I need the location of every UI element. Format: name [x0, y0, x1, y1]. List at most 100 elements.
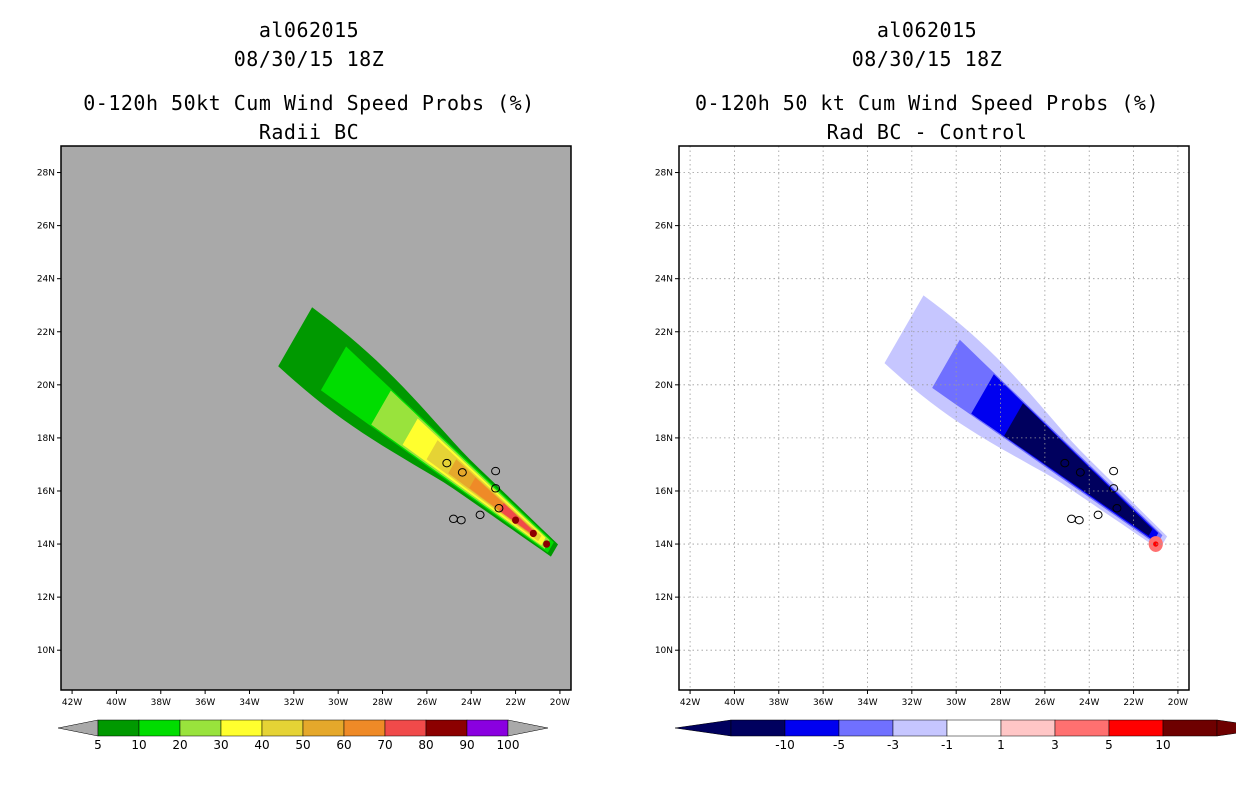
y-tick-label: 10N [37, 646, 55, 656]
left-axes: 42W 40W 38W 36W 34W 32W 30W 28W 26W 24W 22W 20W 28N 2… [37, 145, 572, 708]
colorbar-label: 80 [418, 738, 433, 752]
x-tick-label: 40W [724, 698, 744, 708]
colorbar-segment [97, 719, 140, 737]
right-title-storm: al062015 [876, 18, 978, 42]
colorbar-label: 70 [377, 738, 392, 752]
x-tick-label: 28W [990, 698, 1010, 708]
colorbar-label: -10 [775, 738, 795, 752]
y-tick-label: 22N [655, 328, 673, 338]
island-outline [1093, 510, 1103, 520]
colorbar-segment [384, 719, 427, 737]
colorbar-segment [220, 719, 263, 737]
colorbar-label: 10 [131, 738, 146, 752]
colorbar-segment [261, 719, 304, 737]
colorbar-label: 30 [213, 738, 228, 752]
colorbar-segment [1108, 719, 1164, 737]
x-tick-label: 42W [680, 698, 700, 708]
colorbar-label: 3 [1051, 738, 1059, 752]
colorbar-segment [179, 719, 222, 737]
right-title-time: 08/30/15 18Z [851, 47, 1003, 71]
colorbar-label: 10 [1155, 738, 1170, 752]
colorbar-segment [466, 719, 509, 737]
x-tick-label: 38W [769, 698, 789, 708]
y-tick-label: 18N [655, 434, 673, 444]
left-title-storm: al062015 [258, 18, 360, 42]
left-panel: al062015 08/30/15 18Z 0-120h 50kt Cum Wi… [37, 18, 572, 752]
island-outline [448, 514, 458, 524]
colorbar-label: 1 [997, 738, 1005, 752]
y-tick-label: 18N [37, 434, 55, 444]
island-outline [1060, 458, 1070, 468]
colorbar-label: 5 [1105, 738, 1113, 752]
x-tick-label: 30W [328, 698, 348, 708]
colorbar-segment [946, 719, 1002, 737]
x-tick-label: 34W [239, 698, 259, 708]
colorbar-segment [302, 719, 345, 737]
y-tick-label: 20N [37, 381, 55, 391]
probability-peak-spot [529, 529, 537, 538]
y-tick-label: 12N [655, 593, 673, 603]
colorbar-label: -3 [887, 738, 899, 752]
y-tick-label: 24N [655, 275, 673, 285]
colorbar-label: 40 [254, 738, 269, 752]
island-outline [475, 510, 485, 520]
x-tick-label: 24W [1079, 698, 1099, 708]
left-title-product: 0-120h 50kt Cum Wind Speed Probs (%) [83, 91, 535, 115]
colorbar-segment [784, 719, 840, 737]
y-tick-label: 20N [655, 381, 673, 391]
map-background [61, 146, 571, 690]
x-tick-label: 30W [946, 698, 966, 708]
colorbar-label: 90 [459, 738, 474, 752]
colorbar-segment [425, 719, 468, 737]
colorbar-label: -1 [941, 738, 953, 752]
right-title-subtitle: Rad BC - Control [826, 120, 1028, 144]
x-tick-label: 26W [417, 698, 437, 708]
colorbar-label: -5 [833, 738, 845, 752]
x-tick-label: 40W [106, 698, 126, 708]
colorbar-right-arrow [1216, 719, 1236, 737]
probability-peak-spot [543, 540, 551, 548]
x-tick-label: 36W [813, 698, 833, 708]
map-background [679, 146, 1189, 690]
colorbar-segment [1000, 719, 1056, 737]
right-plot-area [679, 146, 1189, 690]
x-tick-label: 36W [195, 698, 215, 708]
island-outline [1109, 484, 1119, 493]
colorbar-segment [892, 719, 948, 737]
colorbar-segment [343, 719, 386, 737]
island-outline [494, 504, 504, 513]
x-tick-label: 38W [151, 698, 171, 708]
left-plot-area [61, 146, 571, 690]
right-colorbar: -10 -5 -3 -1 1 3 5 10 [674, 719, 1236, 752]
difference-positive-core [1153, 541, 1159, 547]
y-tick-label: 16N [655, 487, 673, 497]
colorbar-label: 50 [295, 738, 310, 752]
island-outline [491, 466, 501, 476]
left-map-chart: 42W 40W 38W 36W 34W 32W 30W 28W 26W 24W 22W 20W 28N 2… [37, 145, 572, 752]
left-colorbar: 5 10 20 30 40 50 60 70 80 90 100 [57, 719, 549, 752]
right-panel: al062015 08/30/15 18Z 0-120h 50 kt Cum W… [618, 0, 1236, 800]
colorbar-label: 100 [497, 738, 520, 752]
colorbar-segment [138, 719, 181, 737]
colorbar-segment [730, 719, 786, 737]
y-tick-label: 10N [655, 646, 673, 656]
right-map-chart: 42W 40W 38W 36W 34W 32W 30W 28W 26W 24W 22W 20W 28N 2… [655, 145, 1236, 752]
right-title-product: 0-120h 50 kt Cum Wind Speed Probs (%) [694, 91, 1160, 115]
x-tick-label: 20W [1168, 698, 1188, 708]
colorbar-segment [838, 719, 894, 737]
y-tick-label: 16N [37, 487, 55, 497]
colorbar-left-arrow [674, 719, 732, 737]
colorbar-right-arrow [507, 719, 549, 737]
colorbar-label: 20 [172, 738, 187, 752]
x-tick-label: 24W [461, 698, 481, 708]
colorbar-left-arrow [57, 719, 99, 737]
left-title-subtitle: Radii BC [258, 120, 360, 144]
x-tick-label: 32W [284, 698, 304, 708]
island-outline [1075, 468, 1085, 477]
x-tick-label: 42W [62, 698, 82, 708]
colorbar-label: 60 [336, 738, 351, 752]
island-outline [1109, 466, 1119, 476]
colorbar-segment [1162, 719, 1218, 737]
probability-peak-spot [512, 516, 520, 524]
island-outline [1112, 504, 1122, 513]
